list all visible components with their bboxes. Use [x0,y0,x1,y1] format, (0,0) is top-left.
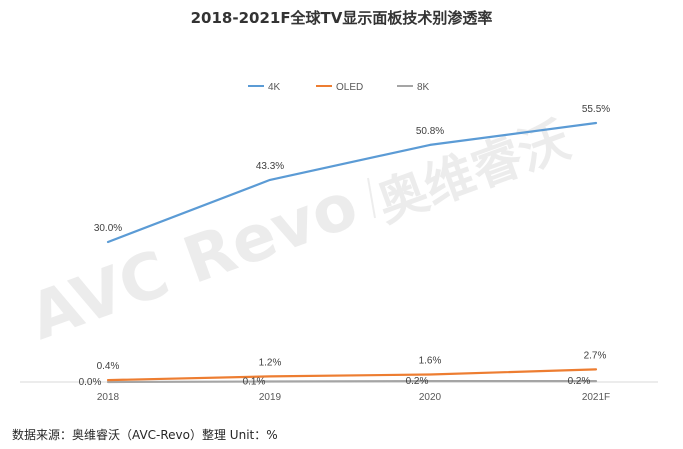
legend: 4K OLED 8K [248,82,430,93]
data-label-8k: 0.1% [243,377,266,388]
x-tick-label: 2021F [582,392,610,403]
data-label-oled: 2.7% [584,350,607,361]
legend-label-oled: OLED [336,82,363,93]
watermark-left: AVC Revo [20,168,367,355]
series-lines [106,121,598,384]
series-line-8k [106,380,598,384]
data-label-8k: 0.2% [406,376,429,387]
series-line-4k [106,121,598,244]
series-line-oled [106,368,598,382]
data-label-8k: 0.2% [568,376,591,387]
data-label-oled: 0.4% [97,361,120,372]
data-labels: 30.0% 43.3% 50.8% 55.5% 0.4% 1.2% 1.6% 2.7% 0.0%… [79,104,611,388]
x-tick-label: 2019 [259,392,282,403]
data-label-4k: 43.3% [256,161,284,172]
legend-label-4k: 4K [268,82,281,93]
data-label-oled: 1.6% [419,356,442,367]
legend-label-8k: 8K [417,82,430,93]
data-label-8k: 0.0% [79,377,102,388]
data-label-4k: 30.0% [94,223,122,234]
watermark-divider [367,177,376,219]
source-note: 数据来源：奥维睿沃（AVC-Revo）整理 Unit：% [12,428,278,442]
chart-title: 2018-2021F全球TV显示面板技术别渗透率 [191,9,493,27]
data-label-oled: 1.2% [259,357,282,368]
x-tick-label: 2018 [97,392,120,403]
data-label-4k: 50.8% [416,126,444,137]
data-label-4k: 55.5% [582,104,610,115]
x-axis-ticks: 2018 2019 2020 2021F [97,392,610,403]
x-tick-label: 2020 [419,392,442,403]
